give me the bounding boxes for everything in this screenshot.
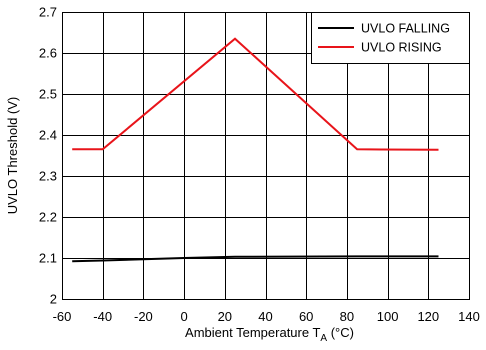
series-lines — [72, 37, 439, 263]
y-tick-label: 2.1 — [39, 251, 57, 266]
x-tick-label: -20 — [134, 309, 153, 324]
y-tick-label: 2.7 — [39, 5, 57, 20]
tick-labels: -60 -40 -20 0 20 40 60 80 100 120 140 2 2.1 2.2 2.3 2.4… — [39, 5, 480, 325]
y-axis-title: UVLO Threshold (V) — [5, 97, 20, 215]
x-axis-title-main: Ambient Temperature T — [185, 325, 320, 340]
x-tick-label: 40 — [258, 309, 272, 324]
y-tick-label: 2.3 — [39, 169, 57, 184]
y-tick-label: 2.5 — [39, 87, 57, 102]
legend-box — [311, 12, 470, 64]
series-line-uvlo-rising — [72, 37, 439, 151]
x-tick-label: -60 — [53, 309, 72, 324]
legend-label-uvlo-rising: UVLO RISING — [361, 41, 442, 55]
legend-label-uvlo-falling: UVLO FALLING — [361, 22, 450, 36]
x-tick-label: 20 — [218, 309, 232, 324]
y-tick-label: 2.6 — [39, 46, 57, 61]
x-tick-label: 140 — [458, 309, 480, 324]
x-axis-title-unit: (°C) — [327, 325, 354, 340]
y-tick-label: 2 — [50, 292, 57, 307]
legend: UVLO FALLING UVLO RISING — [311, 12, 470, 64]
x-tick-label: 0 — [180, 309, 187, 324]
y-tick-label: 2.2 — [39, 210, 57, 225]
x-axis-title: Ambient Temperature TA (°C) — [185, 325, 354, 344]
plot-frame — [61, 11, 471, 301]
x-axis-title-subscript: A — [320, 333, 327, 344]
x-tick-label: 80 — [340, 309, 354, 324]
y-tick-label: 2.4 — [39, 128, 57, 143]
x-tick-label: -40 — [93, 309, 112, 324]
x-tick-label: 60 — [299, 309, 313, 324]
series-line-uvlo-falling — [72, 255, 439, 263]
x-tick-label: 120 — [417, 309, 439, 324]
x-tick-label: 100 — [377, 309, 399, 324]
